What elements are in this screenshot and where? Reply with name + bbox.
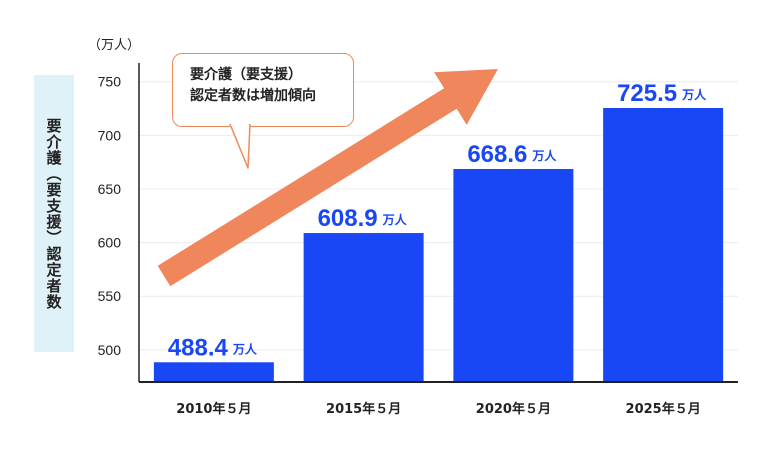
bar-value-label: 725.5 — [617, 80, 677, 107]
x-tick-label: 2025年５月 — [626, 401, 701, 417]
bar — [153, 362, 274, 382]
bar-value-unit: 万人 — [382, 212, 408, 227]
y-axis-title: 要介護（要支援）認定者数 — [44, 117, 63, 310]
x-tick-label: 2015年５月 — [326, 401, 401, 417]
y-tick-label: 650 — [98, 181, 122, 197]
y-unit-label: （万人） — [88, 38, 141, 53]
bar-value-label: 488.4 — [168, 334, 229, 361]
bar — [453, 169, 574, 382]
bar-value-label: 608.9 — [318, 205, 378, 232]
y-tick-label: 550 — [98, 288, 122, 304]
callout-tail — [229, 124, 251, 169]
bar-value-label: 668.6 — [467, 141, 527, 168]
x-tick-label: 2020年５月 — [476, 401, 551, 417]
annotation-line-2: 認定者数は増加傾向 — [190, 88, 316, 104]
bar — [603, 107, 724, 382]
annotation-callout: 要介護（要支援） 認定者数は増加傾向 — [172, 53, 354, 127]
trend-arrow — [157, 69, 498, 287]
annotation-line-1: 要介護（要支援） — [190, 67, 302, 83]
bar-value-unit: 万人 — [531, 148, 557, 163]
bar-value-unit: 万人 — [681, 87, 707, 102]
x-tick-label: 2010年５月 — [176, 401, 251, 417]
y-tick-label: 500 — [98, 342, 122, 358]
y-tick-label: 600 — [98, 235, 122, 251]
bar — [303, 233, 424, 382]
y-tick-label: 700 — [98, 127, 122, 143]
bar-value-unit: 万人 — [232, 341, 258, 356]
y-tick-label: 750 — [98, 74, 122, 90]
y-axis-title-box: 要介護（要支援）認定者数 — [34, 75, 74, 352]
